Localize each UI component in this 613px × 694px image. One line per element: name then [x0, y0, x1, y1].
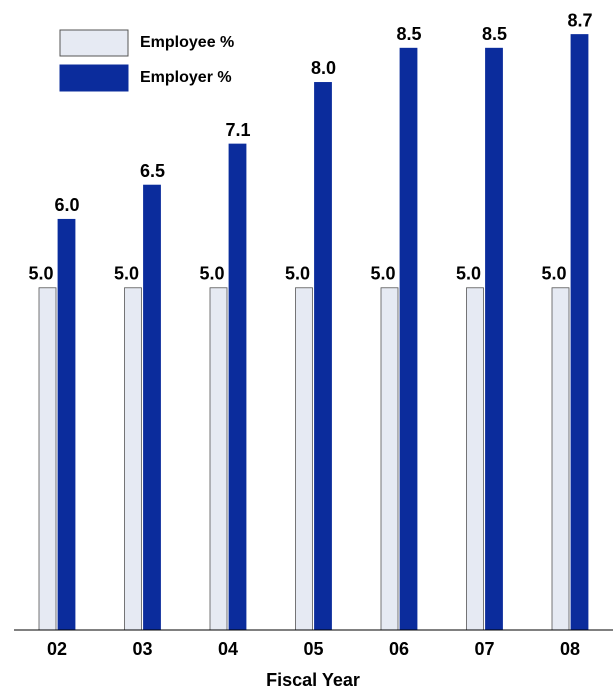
value-label: 7.1 — [225, 120, 250, 140]
x-tick-label: 05 — [303, 639, 323, 659]
x-tick-label: 08 — [560, 639, 580, 659]
value-label: 6.5 — [140, 161, 165, 181]
x-axis-title: Fiscal Year — [266, 670, 360, 690]
bar — [551, 287, 570, 631]
value-label: 8.5 — [396, 24, 421, 44]
bar — [209, 287, 228, 631]
bar — [466, 287, 484, 631]
bar — [399, 47, 418, 631]
x-tick-label: 07 — [474, 639, 494, 659]
value-label: 5.0 — [28, 264, 53, 284]
legend-label: Employee % — [140, 34, 234, 51]
value-label: 5.0 — [114, 264, 139, 284]
value-label: 5.0 — [370, 264, 395, 284]
x-tick-label: 03 — [132, 639, 152, 659]
bar — [295, 287, 313, 631]
x-tick-label: 06 — [389, 639, 409, 659]
legend-label: Employer % — [140, 69, 232, 86]
value-label: 6.0 — [54, 195, 79, 215]
x-tick-label: 02 — [47, 639, 67, 659]
x-tick-label: 04 — [218, 639, 238, 659]
bar — [57, 218, 76, 631]
value-label: 8.5 — [482, 24, 507, 44]
value-label: 5.0 — [199, 264, 224, 284]
value-label: 5.0 — [456, 264, 481, 284]
bar — [485, 47, 503, 631]
bar — [314, 82, 332, 631]
value-label: 5.0 — [285, 264, 310, 284]
value-label: 5.0 — [541, 264, 566, 284]
bar — [380, 287, 399, 631]
bar — [228, 143, 247, 631]
legend-swatch — [59, 29, 129, 57]
bar — [38, 287, 57, 631]
legend-swatch — [59, 64, 129, 92]
value-label: 8.0 — [311, 58, 336, 78]
value-label: 8.7 — [567, 10, 592, 30]
bar — [143, 184, 161, 631]
bar — [570, 34, 589, 631]
bar — [124, 287, 142, 631]
